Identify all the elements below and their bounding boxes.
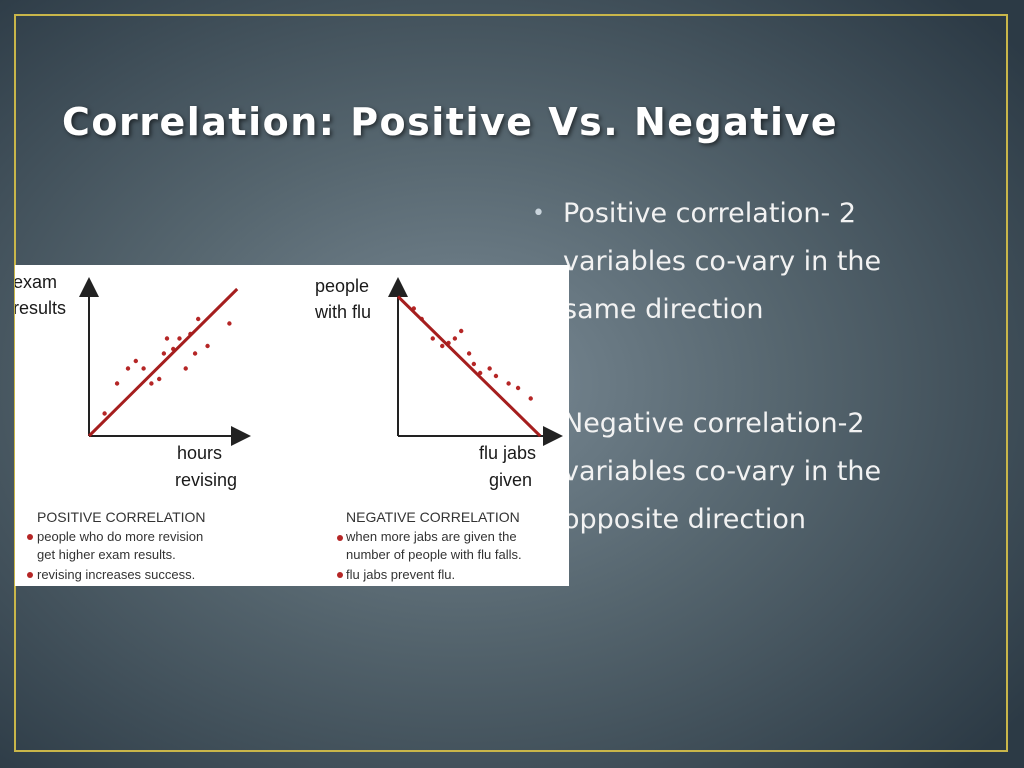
bullet-line: Negative correlation-2 <box>563 408 865 439</box>
positive-ylabel-line1: exam <box>15 272 57 292</box>
bullet-line: Positive correlation- 2 <box>563 198 857 229</box>
negative-xlabel-line2: given <box>489 470 532 490</box>
negative-point <box>487 366 492 371</box>
bullet-line: opposite direction <box>563 504 806 535</box>
correlation-figure: exam results hours revising POSITIVE COR… <box>15 265 569 586</box>
positive-point <box>227 321 232 326</box>
positive-caption-line1: people who do more revision <box>37 529 203 544</box>
positive-xlabel-line2: revising <box>175 470 237 490</box>
negative-ylabel-line1: people <box>315 276 369 296</box>
negative-point <box>515 385 521 391</box>
negative-point <box>493 373 499 379</box>
positive-point <box>183 366 188 371</box>
positive-caption-line3: revising increases success. <box>37 567 195 582</box>
positive-point <box>177 336 182 341</box>
positive-caption-line2: get higher exam results. <box>37 547 176 562</box>
positive-point <box>133 358 138 364</box>
negative-xlabel-line1: flu jabs <box>479 443 536 463</box>
positive-point <box>102 411 107 416</box>
negative-point <box>452 336 458 341</box>
positive-panel: exam results hours revising POSITIVE COR… <box>15 272 251 582</box>
positive-trend-line <box>87 287 239 438</box>
negative-point <box>466 351 472 356</box>
negative-caption-line1: when more jabs are given the <box>345 529 517 544</box>
bullet-line: same direction <box>563 294 764 325</box>
negative-points <box>411 306 533 401</box>
positive-caption-title: POSITIVE CORRELATION <box>37 509 206 525</box>
positive-point <box>141 366 146 371</box>
caption-bullet-icon <box>27 534 33 540</box>
caption-bullet-icon <box>27 572 33 578</box>
negative-point <box>459 328 464 334</box>
positive-point <box>125 366 131 371</box>
negative-point <box>440 343 445 349</box>
positive-point <box>114 381 120 386</box>
bullet-line: variables co-vary in the <box>563 246 882 277</box>
negative-caption-title: NEGATIVE CORRELATION <box>346 509 520 525</box>
positive-ylabel-line2: results <box>15 298 66 318</box>
caption-bullet-icon <box>337 535 343 541</box>
bullet-list: • Positive correlation- 2 variables co-v… <box>530 190 980 544</box>
positive-point <box>161 351 167 356</box>
negative-point <box>430 336 435 341</box>
negative-ylabel-line2: with flu <box>314 302 371 322</box>
positive-point <box>205 343 210 349</box>
positive-xlabel-line1: hours <box>177 443 222 463</box>
bullet-dot-icon: • <box>532 201 545 226</box>
slide-title: Correlation: Positive Vs. Negative <box>62 100 839 144</box>
negative-panel: people with flu flu jabs given NEGATIVE … <box>314 276 563 582</box>
positive-points <box>102 316 232 416</box>
bullet-negative: • Negative correlation-2 variables co-va… <box>530 400 980 544</box>
bullet-line: variables co-vary in the <box>563 456 882 487</box>
negative-trend-line <box>396 295 542 438</box>
positive-point <box>164 336 170 341</box>
negative-caption-line2: number of people with flu falls. <box>346 547 522 562</box>
positive-point <box>157 376 162 382</box>
negative-caption-line3: flu jabs prevent flu. <box>346 567 455 582</box>
correlation-figure-svg: exam results hours revising POSITIVE COR… <box>15 272 563 582</box>
negative-point <box>506 381 511 386</box>
caption-bullet-icon <box>337 572 343 578</box>
negative-point <box>471 361 477 367</box>
positive-point <box>196 316 201 322</box>
positive-point <box>149 381 154 386</box>
negative-point <box>528 396 533 401</box>
positive-point <box>192 351 198 356</box>
bullet-positive: • Positive correlation- 2 variables co-v… <box>530 190 980 334</box>
